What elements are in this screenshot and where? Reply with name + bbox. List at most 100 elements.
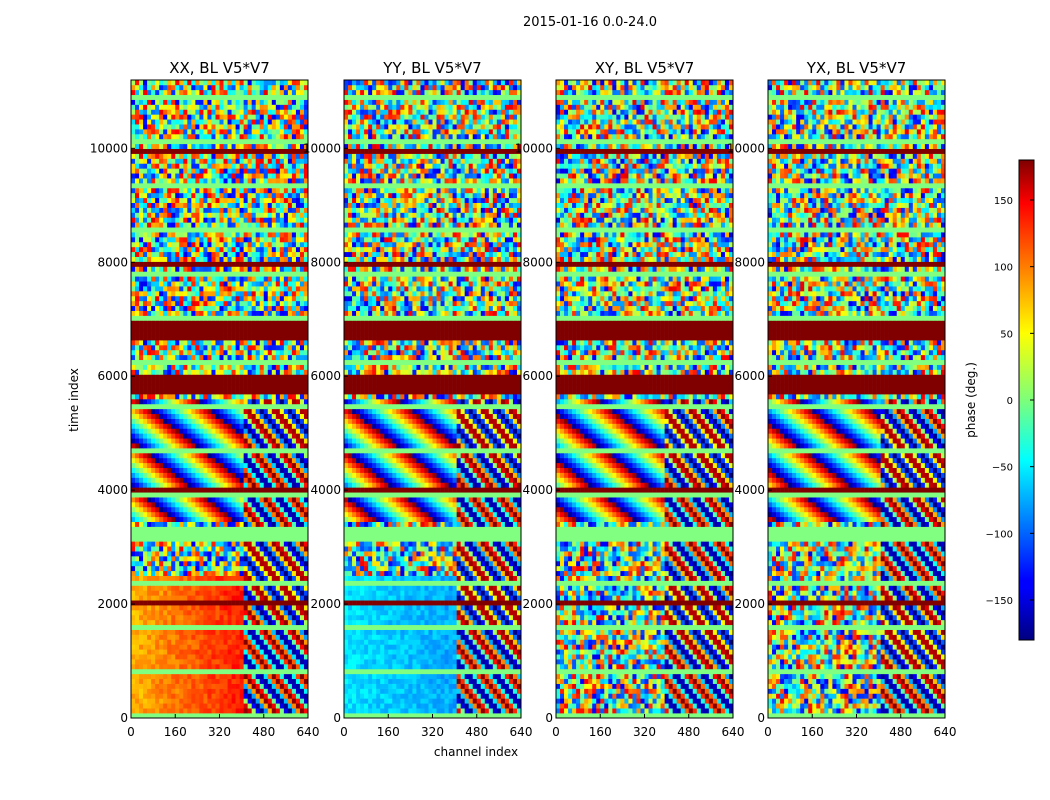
heatmap-cell [267,570,273,576]
heatmap-cell [191,448,196,454]
heatmap-cell [263,688,269,694]
heatmap-cell [219,222,224,228]
heatmap-cell [291,438,297,444]
heatmap-cell [235,664,240,670]
heatmap-cell [179,521,184,527]
heatmap-cell [243,266,248,272]
heatmap-cell [207,531,212,537]
heatmap-cell [151,516,156,522]
heatmap-cell [163,595,168,601]
heatmap-cell [239,556,244,562]
heatmap-cell [299,413,305,419]
heatmap-cell [211,291,216,297]
heatmap-cell [171,541,176,547]
heatmap-cell [223,649,228,655]
heatmap-cell [271,433,277,439]
heatmap-cell [223,698,228,704]
heatmap-cell [155,526,160,532]
heatmap-cell [163,403,168,410]
heatmap-cell [183,595,188,601]
heatmap-cell [275,448,281,454]
heatmap-cell [195,183,200,189]
heatmap-cell [195,497,200,503]
heatmap-cell [167,168,172,174]
heatmap-cell [303,703,309,709]
heatmap-cell [175,605,180,611]
heatmap-cell [247,256,252,262]
heatmap-cell [211,585,216,591]
heatmap-cell [219,187,224,194]
heatmap-cell [131,482,136,488]
heatmap-cell [175,192,180,199]
heatmap-cell [219,477,224,483]
heatmap-cell [147,408,152,415]
heatmap-cell [259,349,265,356]
heatmap-cell [151,403,156,410]
heatmap-cell [287,163,293,169]
heatmap-cell [303,320,309,326]
heatmap-cell [211,639,216,645]
heatmap-cell [147,433,152,439]
heatmap-cell [203,497,208,503]
heatmap-cell [255,443,261,449]
heatmap-cell [223,325,228,331]
heatmap-cell [227,639,232,645]
heatmap-cell [155,600,160,606]
heatmap-cell [195,546,200,552]
heatmap-cell [303,291,309,297]
heatmap-cell [131,271,136,277]
heatmap-cell [243,536,248,542]
heatmap-cell [255,222,261,228]
heatmap-cell [131,629,136,635]
heatmap-cell [159,590,164,596]
heatmap-cell [187,629,192,635]
heatmap-cell [155,639,160,645]
heatmap-cell [131,251,136,257]
heatmap-cell [283,237,289,243]
heatmap-cell [295,320,301,326]
heatmap-cell [275,683,281,689]
heatmap-cell [191,359,196,365]
heatmap-cell [267,575,273,581]
heatmap-cell [235,315,240,321]
heatmap-cell [175,413,180,419]
heatmap-cell [143,163,148,169]
heatmap-cell [175,227,180,233]
heatmap-cell [147,246,152,253]
heatmap-cell [283,369,289,375]
heatmap-cell [131,551,136,557]
heatmap-cell [259,212,265,218]
heatmap-cell [215,644,220,650]
heatmap-cell [191,261,196,267]
heatmap-cell [255,531,261,537]
heatmap-cell [143,379,148,385]
heatmap-cell [303,551,309,557]
heatmap-cell [267,286,273,292]
heatmap-cell [279,688,285,694]
heatmap-cell [303,585,309,591]
heatmap-cell [259,187,265,194]
heatmap-cell [279,472,285,478]
heatmap-cell [227,462,232,469]
heatmap-cell [219,369,224,375]
heatmap-cell [155,595,160,601]
heatmap-cell [259,217,265,223]
heatmap-cell [223,246,228,253]
heatmap-cell [135,256,140,262]
heatmap-cell [131,556,136,562]
heatmap-cell [227,600,232,606]
heatmap-cell [159,457,164,464]
heatmap-cell [203,423,208,429]
heatmap-cell [263,619,269,626]
heatmap-cell [191,644,196,650]
heatmap-cell [147,649,152,655]
heatmap-cell [187,614,192,621]
heatmap-cell [175,330,180,336]
heatmap-cell [279,541,285,547]
heatmap-cell [159,413,164,419]
heatmap-cell [211,325,216,331]
heatmap-cell [215,521,220,527]
heatmap-cell [275,197,281,203]
heatmap-cell [287,703,293,709]
heatmap-cell [283,511,289,518]
